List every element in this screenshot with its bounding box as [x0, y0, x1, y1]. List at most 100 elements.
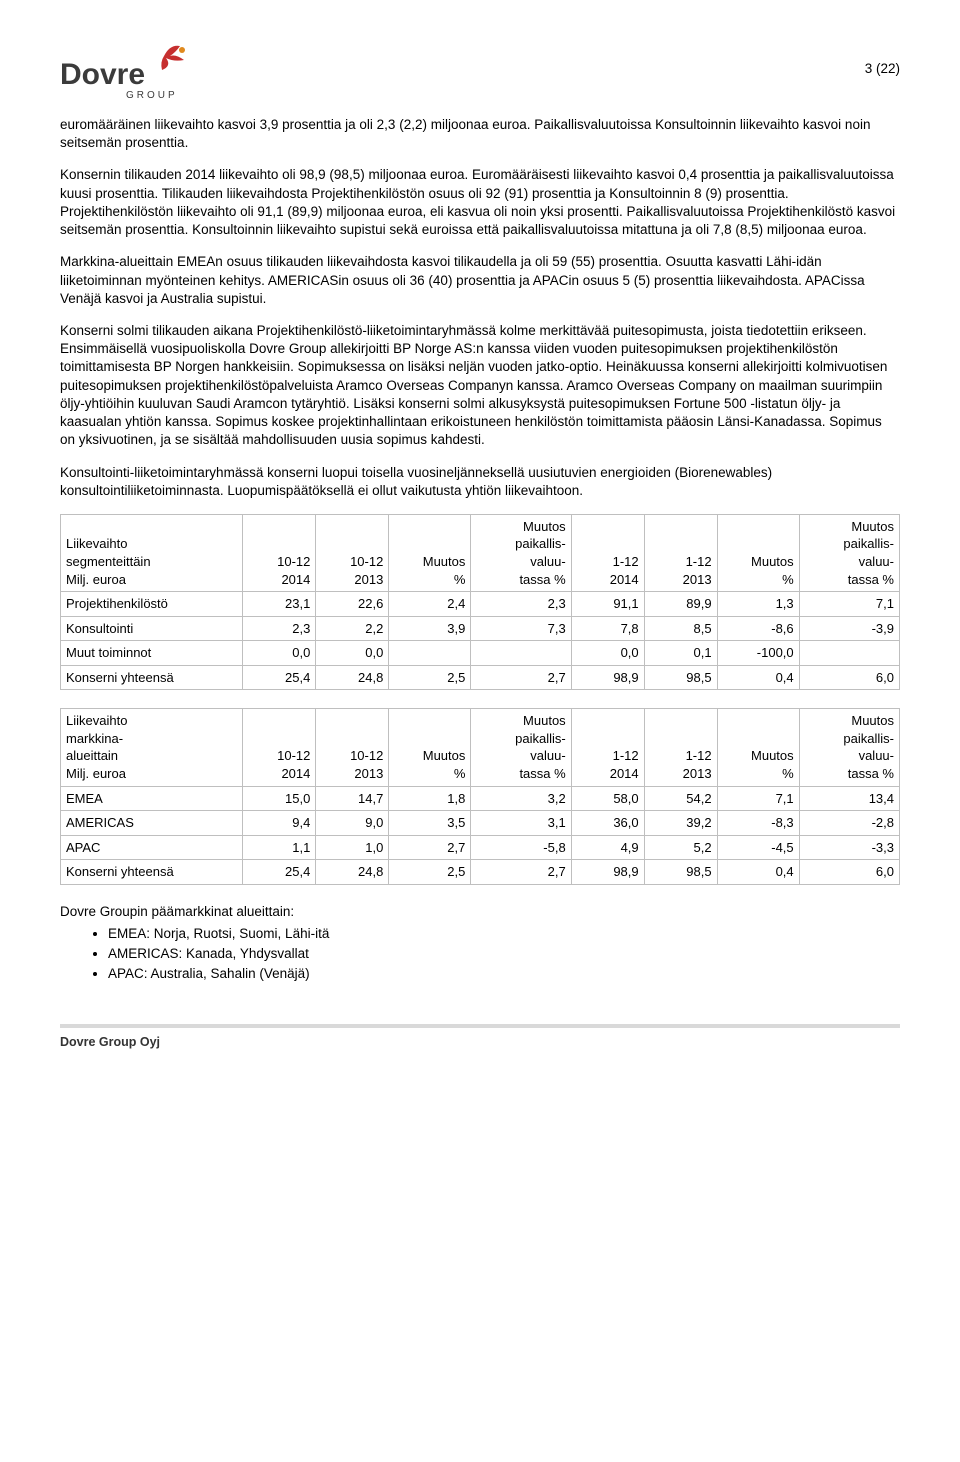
table-cell: EMEA: [61, 786, 243, 811]
table-cell: 4,9: [571, 835, 644, 860]
table-row: APAC1,11,02,7-5,84,95,2-4,5-3,3: [61, 835, 900, 860]
table-cell: 25,4: [243, 860, 316, 885]
table-cell: 39,2: [644, 811, 717, 836]
hdr: 2014: [610, 572, 639, 587]
hdr: 10-12: [277, 748, 310, 763]
table-row: Konsultointi2,32,23,97,37,88,5-8,6-3,9: [61, 616, 900, 641]
table-cell: 1,1: [243, 835, 316, 860]
hdr: Muutos: [423, 748, 466, 763]
table-revenue-by-segment: Liikevaihto segmenteittäin Milj. euroa 1…: [60, 514, 900, 690]
table-cell: 0,1: [644, 641, 717, 666]
hdr: tassa %: [519, 766, 565, 781]
hdr: paikallis-: [843, 536, 894, 551]
hdr: Muutos: [423, 554, 466, 569]
table-cell: 1,8: [389, 786, 471, 811]
table-row: Konserni yhteensä25,424,82,52,798,998,50…: [61, 665, 900, 690]
table-cell: 58,0: [571, 786, 644, 811]
paragraph-3: Markkina-alueittain EMEAn osuus tilikaud…: [60, 253, 900, 308]
hdr: paikallis-: [843, 731, 894, 746]
paragraph-4: Konserni solmi tilikauden aikana Projekt…: [60, 322, 900, 450]
table-cell: 36,0: [571, 811, 644, 836]
table-cell: 3,5: [389, 811, 471, 836]
table-cell: 0,0: [571, 641, 644, 666]
table-cell: -5,8: [471, 835, 571, 860]
table-header-row: Liikevaihto segmenteittäin Milj. euroa 1…: [61, 514, 900, 591]
table-cell: AMERICAS: [61, 811, 243, 836]
table-row: EMEA15,014,71,83,258,054,27,113,4: [61, 786, 900, 811]
table-row: Konserni yhteensä25,424,82,52,798,998,50…: [61, 860, 900, 885]
logo-word: Dovre: [60, 58, 145, 91]
table-cell: 23,1: [243, 592, 316, 617]
hdr: 10-12: [350, 554, 383, 569]
col0-l3: Milj. euroa: [66, 572, 126, 587]
paragraph-2: Konsernin tilikauden 2014 liikevaihto ol…: [60, 166, 900, 239]
table-cell: 98,9: [571, 665, 644, 690]
col0-l1: Liikevaihto: [66, 536, 127, 551]
table-cell: 0,4: [717, 860, 799, 885]
hdr: paikallis-: [515, 731, 566, 746]
hdr: Liikevaihto: [66, 713, 127, 728]
table-cell: 2,3: [471, 592, 571, 617]
table-cell: 2,7: [471, 665, 571, 690]
hdr: %: [454, 766, 466, 781]
footer: Dovre Group Oyj: [60, 1024, 900, 1051]
hdr: %: [782, 766, 794, 781]
table-cell: 7,3: [471, 616, 571, 641]
list-item: APAC: Australia, Sahalin (Venäjä): [108, 965, 900, 983]
paragraph-5: Konsultointi-liiketoimintaryhmässä konse…: [60, 464, 900, 500]
table-cell: Projektihenkilöstö: [61, 592, 243, 617]
header: Dovre GROUP 3 (22): [60, 40, 900, 110]
hdr: 1-12: [613, 748, 639, 763]
hdr: 1-12: [613, 554, 639, 569]
table-cell: 1,0: [316, 835, 389, 860]
table-cell: 24,8: [316, 665, 389, 690]
hdr: markkina-: [66, 731, 123, 746]
table-cell: APAC: [61, 835, 243, 860]
table-cell: -8,6: [717, 616, 799, 641]
table-cell: 0,4: [717, 665, 799, 690]
hdr: 2014: [281, 572, 310, 587]
table-cell: 9,0: [316, 811, 389, 836]
table-row: AMERICAS9,49,03,53,136,039,2-8,3-2,8: [61, 811, 900, 836]
hdr: valuu-: [530, 554, 565, 569]
table-cell: 2,5: [389, 665, 471, 690]
list-item: EMEA: Norja, Ruotsi, Suomi, Lähi-itä: [108, 925, 900, 943]
table-cell: 98,5: [644, 665, 717, 690]
table-cell: -3,9: [799, 616, 899, 641]
table-cell: 2,5: [389, 860, 471, 885]
hdr: 2014: [281, 766, 310, 781]
table-cell: 0,0: [316, 641, 389, 666]
table-cell: 2,7: [471, 860, 571, 885]
table-cell: -4,5: [717, 835, 799, 860]
hdr: alueittain: [66, 748, 118, 763]
hdr: Milj. euroa: [66, 766, 126, 781]
hdr: tassa %: [848, 766, 894, 781]
hdr: valuu-: [530, 748, 565, 763]
table-cell: 2,3: [243, 616, 316, 641]
hdr: 2013: [354, 766, 383, 781]
table-header-row: Liikevaihto markkina- alueittain Milj. e…: [61, 709, 900, 786]
hdr: Muutos: [523, 519, 566, 534]
table-cell: 2,7: [389, 835, 471, 860]
table-cell: -3,3: [799, 835, 899, 860]
col0-l2: segmenteittäin: [66, 554, 151, 569]
table-cell: 5,2: [644, 835, 717, 860]
table-cell: -2,8: [799, 811, 899, 836]
hdr: tassa %: [848, 572, 894, 587]
table-cell: 7,8: [571, 616, 644, 641]
table-row: Projektihenkilöstö23,122,62,42,391,189,9…: [61, 592, 900, 617]
table-cell: 3,1: [471, 811, 571, 836]
hdr: 1-12: [686, 748, 712, 763]
hdr: valuu-: [859, 554, 894, 569]
table-cell: 22,6: [316, 592, 389, 617]
dovre-logo: Dovre GROUP: [60, 40, 220, 104]
table-cell: Konserni yhteensä: [61, 665, 243, 690]
table-cell: 14,7: [316, 786, 389, 811]
table-cell: 6,0: [799, 665, 899, 690]
table-cell: -100,0: [717, 641, 799, 666]
hdr: 10-12: [277, 554, 310, 569]
table-cell: 91,1: [571, 592, 644, 617]
table-cell: Konserni yhteensä: [61, 860, 243, 885]
hdr: Muutos: [751, 748, 794, 763]
table-cell: 9,4: [243, 811, 316, 836]
